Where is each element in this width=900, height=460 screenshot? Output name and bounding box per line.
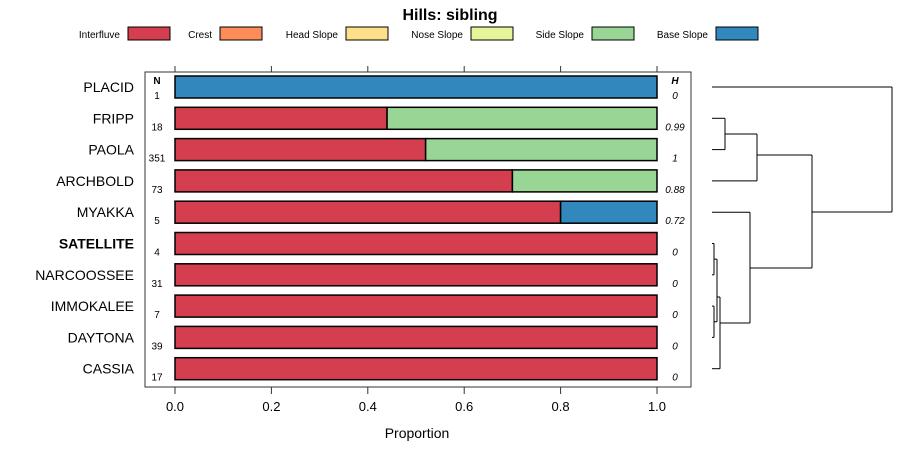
h-value: 0	[672, 373, 678, 384]
n-value: 31	[151, 279, 163, 290]
h-value: 1	[672, 154, 678, 165]
h-value: 0.88	[665, 185, 685, 196]
category-label: PAOLA	[88, 142, 134, 158]
n-value: 1	[154, 91, 160, 102]
h-value: 0	[672, 248, 678, 259]
legend-swatch-head-slope	[345, 26, 389, 41]
category-label: ARCHBOLD	[56, 173, 134, 189]
bar-segment-interfluve	[174, 325, 658, 350]
legend-swatch-interfluve	[127, 26, 171, 41]
row-fripp: FRIPP 18 0.99	[93, 106, 685, 133]
h-value: 0	[672, 91, 678, 102]
bar-segment-interfluve	[174, 106, 388, 131]
bar-rows: PLACID 1 0 FRIPP 18 0.99 PAOLA 351 1 ARCHBOLD 73 0.…	[35, 75, 685, 384]
h-column-header: H	[671, 76, 679, 87]
legend-swatch-base-slope	[715, 26, 759, 41]
bar-segment-interfluve	[174, 137, 427, 162]
bar-segment-base-slope	[174, 75, 658, 99]
row-paola: PAOLA 351 1	[88, 137, 678, 165]
bar-segment-interfluve	[174, 294, 658, 318]
bar-segment-interfluve	[174, 263, 658, 287]
category-label: PLACID	[83, 79, 134, 95]
x-axis: 0.0 0.2 0.4 0.6 0.8 1.0	[166, 387, 666, 414]
n-column-header: N	[153, 76, 160, 87]
bar-segment-side-slope	[511, 169, 658, 193]
legend-swatch-side-slope	[591, 26, 635, 41]
h-value: 0	[672, 279, 678, 290]
row-satellite: SATELLITE 4 0	[59, 231, 678, 259]
bar-segment-interfluve	[174, 356, 658, 381]
top-axis-ticks	[174, 66, 658, 72]
x-axis-title: Proportion	[385, 425, 450, 441]
n-value: 7	[154, 310, 160, 321]
x-tick-label: 0.4	[359, 399, 377, 414]
x-tick-label: 0.6	[455, 399, 473, 414]
bar-segment-interfluve	[174, 231, 658, 256]
category-label: DAYTONA	[68, 329, 135, 345]
legend: Interfluve Crest Head Slope Nose Slope Side …	[79, 26, 759, 41]
h-value: 0.72	[665, 216, 685, 227]
row-myakka: MYAKKA 5 0.72	[77, 200, 685, 227]
bar-segment-interfluve	[174, 169, 514, 193]
x-tick-label: 0.0	[166, 399, 184, 414]
x-tick-label: 0.2	[262, 399, 280, 414]
category-label: NARCOOSSEE	[35, 267, 134, 283]
bar-segment-side-slope	[424, 137, 658, 162]
x-tick-label: 1.0	[648, 399, 666, 414]
h-value: 0	[672, 310, 678, 321]
legend-swatch-nose-slope	[470, 26, 514, 41]
n-value: 73	[151, 185, 163, 196]
row-daytona: DAYTONA 39 0	[68, 325, 678, 352]
row-cassia: CASSIA 17 0	[83, 356, 678, 384]
row-archbold: ARCHBOLD 73 0.88	[56, 169, 685, 196]
row-immokalee: IMMOKALEE 7 0	[51, 294, 678, 321]
h-value: 0	[672, 341, 678, 352]
plot-frame	[144, 71, 692, 388]
n-value: 4	[154, 248, 160, 259]
bar-segment-interfluve	[174, 200, 562, 224]
n-value: 39	[151, 341, 163, 352]
category-label: SATELLITE	[59, 236, 134, 252]
legend-swatch-crest	[219, 26, 263, 41]
chart-title: Hills: sibling	[402, 7, 497, 24]
legend-label-nose-slope: Nose Slope	[411, 30, 463, 41]
n-value: 5	[154, 216, 160, 227]
n-value: 17	[151, 373, 163, 384]
category-label: FRIPP	[93, 110, 134, 126]
category-label: MYAKKA	[77, 204, 135, 220]
category-label: IMMOKALEE	[51, 298, 134, 314]
legend-label-head-slope: Head Slope	[286, 30, 339, 41]
n-value: 18	[151, 122, 163, 133]
category-label: CASSIA	[83, 361, 135, 377]
h-value: 0.99	[665, 122, 685, 133]
x-tick-label: 0.8	[552, 399, 570, 414]
bar-segment-side-slope	[386, 106, 658, 131]
legend-label-base-slope: Base Slope	[657, 30, 709, 41]
legend-label-crest: Crest	[188, 30, 212, 41]
dendrogram	[712, 86, 893, 370]
legend-label-side-slope: Side Slope	[536, 30, 585, 41]
bar-segment-base-slope	[559, 200, 658, 224]
n-value: 351	[149, 154, 166, 165]
row-narcoossee: NARCOOSSEE 31 0	[35, 263, 678, 290]
legend-label-interfluve: Interfluve	[79, 30, 121, 41]
row-placid: PLACID 1 0	[83, 75, 678, 102]
